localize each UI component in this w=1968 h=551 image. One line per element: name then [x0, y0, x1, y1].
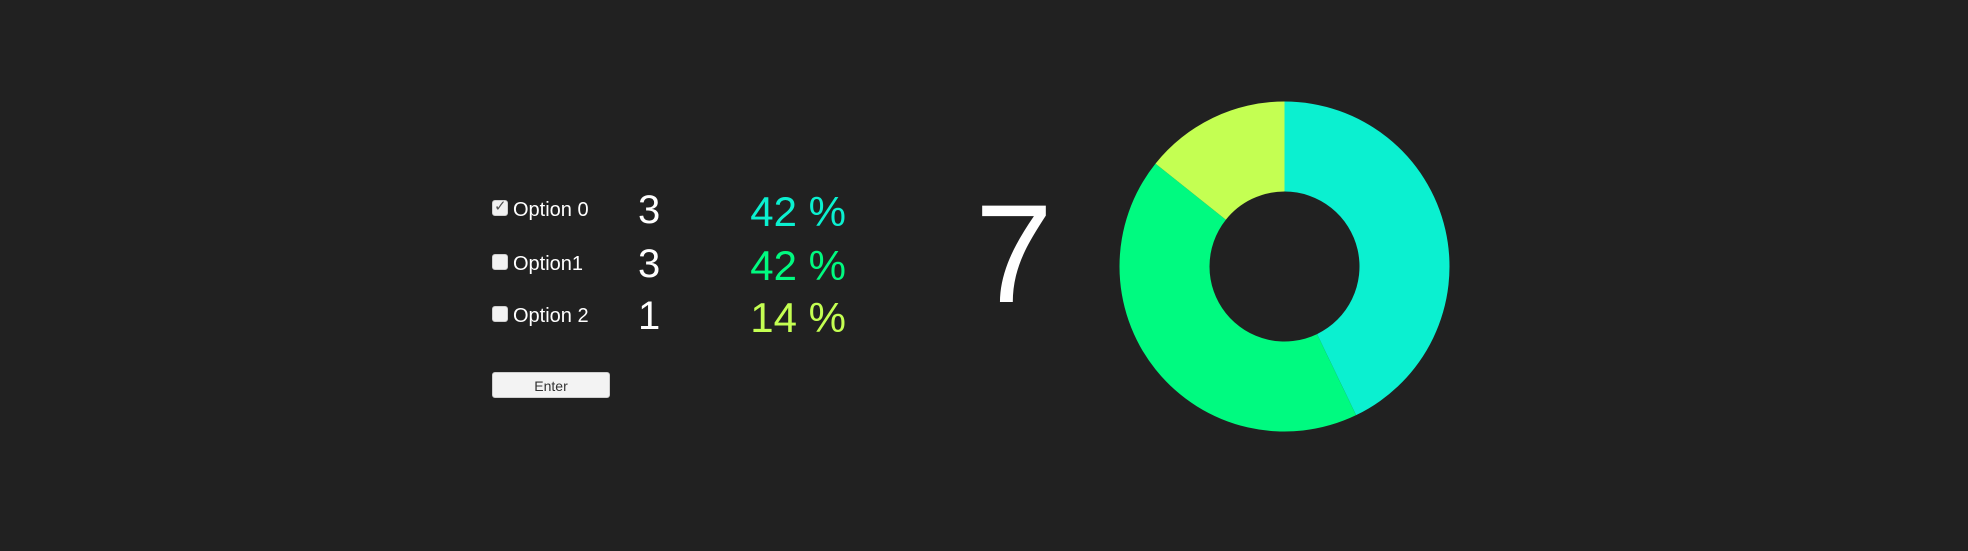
- checkmark-icon: ✓: [494, 198, 507, 215]
- option-1-label: Option1: [513, 253, 584, 275]
- option-row-1: Option1 3 42 %: [492, 242, 872, 289]
- option-1-percent: 42 %: [750, 242, 846, 289]
- option-0-percent: 42 %: [750, 188, 846, 235]
- option-0-label: Option 0: [513, 199, 589, 221]
- total-votes: 7: [975, 175, 1053, 332]
- option-row-2: Option 2 1 14 %: [492, 294, 872, 341]
- option-2-count: 1: [638, 294, 661, 338]
- donut-slice-1: [1119, 163, 1357, 432]
- option-0-count: 3: [638, 188, 661, 232]
- option-0-checkbox[interactable]: ✓: [492, 198, 508, 216]
- enter-button[interactable]: Enter: [492, 372, 610, 398]
- option-1-checkbox[interactable]: [492, 254, 508, 270]
- option-2-label: Option 2: [513, 305, 589, 327]
- option-2-checkbox[interactable]: [492, 306, 508, 322]
- donut-slice-2: [1155, 101, 1285, 220]
- option-2-percent: 14 %: [750, 294, 846, 341]
- results-donut-chart: [1119, 101, 1450, 432]
- donut-slice-0: [1284, 101, 1450, 416]
- option-1-count: 3: [638, 242, 661, 286]
- option-row-0: ✓ Option 0 3 42 %: [492, 188, 872, 235]
